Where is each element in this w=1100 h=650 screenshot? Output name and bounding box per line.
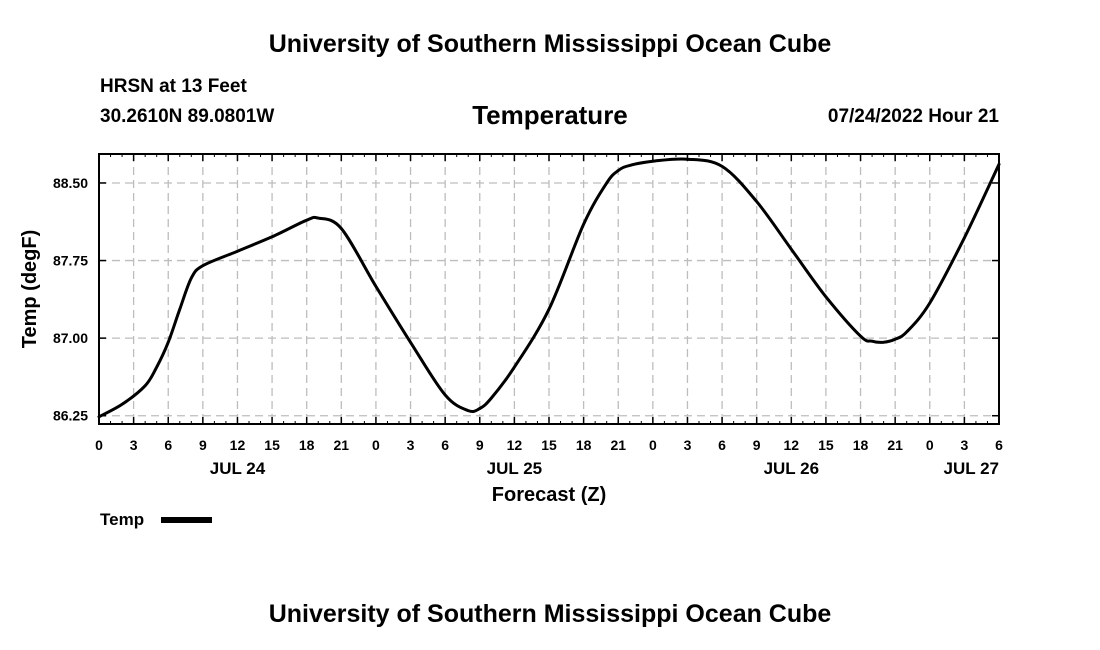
x-tick-label: 21: [334, 437, 350, 453]
x-tick-labels: 0 3 6 9 12 15 18 21 0 3 6 9 12 15 18 21 0 3 6 9 12 15 18 21 0 3 6: [95, 437, 1003, 453]
x-tick-label: 12: [784, 437, 800, 453]
axis-ticks: [98, 154, 1000, 424]
y-tick-labels: 86.25 87.00 87.75 88.50: [53, 175, 88, 424]
x-tick-label: 9: [753, 437, 761, 453]
x-tick-label: 0: [372, 437, 380, 453]
x-tick-label: 9: [476, 437, 484, 453]
x-tick-label: 3: [684, 437, 692, 453]
y-tick-label: 87.75: [53, 253, 88, 269]
datetime-label: 07/24/2022 Hour 21: [827, 106, 999, 127]
x-tick-label: 3: [130, 437, 138, 453]
x-tick-label: 3: [960, 437, 968, 453]
x-tick-label: 15: [818, 437, 834, 453]
x-tick-label: 15: [264, 437, 280, 453]
footer-title: University of Southern Mississippi Ocean…: [268, 600, 832, 628]
y-tick-label: 86.25: [53, 408, 88, 424]
x-tick-label: 6: [995, 437, 1003, 453]
x-tick-label: 6: [164, 437, 172, 453]
x-tick-label: 6: [441, 437, 449, 453]
page-title: University of Southern Mississippi Ocean…: [268, 30, 832, 58]
x-day-label: JUL 25: [487, 459, 542, 478]
legend-label: Temp: [100, 510, 144, 529]
x-tick-label: 18: [299, 437, 315, 453]
x-day-labels: JUL 24 JUL 25 JUL 26 JUL 27: [210, 459, 999, 478]
x-tick-label: 0: [926, 437, 934, 453]
x-tick-label: 6: [718, 437, 726, 453]
x-tick-label: 21: [610, 437, 626, 453]
x-tick-label: 12: [230, 437, 246, 453]
y-tick-label: 87.00: [53, 330, 88, 346]
grid: [99, 154, 999, 424]
x-tick-label: 18: [576, 437, 592, 453]
x-axis-label: Forecast (Z): [492, 484, 606, 506]
x-tick-label: 21: [887, 437, 903, 453]
station-label: HRSN at 13 Feet: [100, 76, 247, 97]
x-day-label: JUL 27: [944, 459, 999, 478]
x-day-label: JUL 24: [210, 459, 266, 478]
x-tick-label: 0: [649, 437, 657, 453]
x-tick-label: 3: [407, 437, 415, 453]
x-tick-label: 18: [853, 437, 869, 453]
legend: Temp: [100, 510, 212, 529]
x-day-label: JUL 26: [764, 459, 819, 478]
y-axis-label: Temp (degF): [19, 230, 41, 349]
x-tick-label: 12: [507, 437, 523, 453]
chart-title: Temperature: [472, 100, 628, 130]
temp-series-line: [97, 157, 1001, 419]
location-label: 30.2610N 89.0801W: [100, 106, 275, 127]
y-tick-label: 88.50: [53, 175, 88, 191]
x-tick-label: 15: [541, 437, 557, 453]
x-tick-label: 9: [199, 437, 207, 453]
x-tick-label: 0: [95, 437, 103, 453]
